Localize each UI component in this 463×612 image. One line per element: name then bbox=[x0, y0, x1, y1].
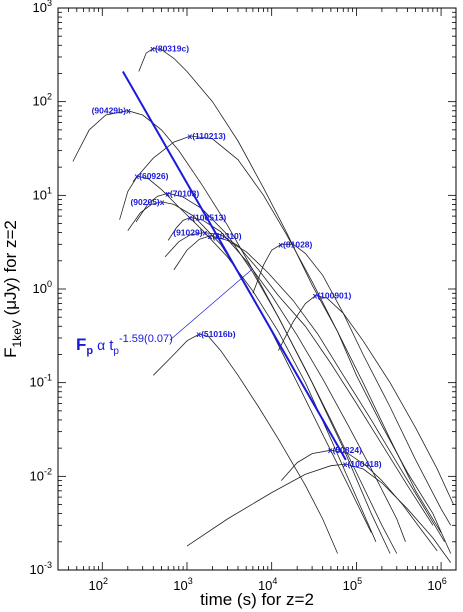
curve-110213 bbox=[132, 135, 442, 533]
label-110213: x(110213) bbox=[187, 131, 225, 141]
label-80319c: x(80319c) bbox=[150, 43, 189, 53]
y-axis-label: F1keV (μJy) for z=2 bbox=[1, 220, 24, 358]
label-90205: (90205)x bbox=[130, 197, 164, 207]
label-91029: (91029)x bbox=[173, 228, 207, 238]
label-90429b: (90429b)x bbox=[92, 106, 131, 116]
label-100418: x(100418) bbox=[343, 459, 382, 469]
x-tick-label: 103 bbox=[173, 576, 192, 593]
fit-line-group bbox=[122, 70, 347, 461]
label-100901: x(100901) bbox=[313, 291, 352, 301]
marker-91029: (91029)x bbox=[173, 228, 207, 238]
x-tick-label: 105 bbox=[343, 576, 362, 593]
label-81028: x(81028) bbox=[278, 239, 312, 249]
y-tick-label: 10-3 bbox=[30, 560, 52, 577]
x-axis-ticks: 102 103 104 105 106 bbox=[57, 8, 447, 593]
fit-label-f-sub: p bbox=[86, 345, 93, 357]
peak-markers: x(80319c) (90429b)x x(110213) x(60926) x(701… bbox=[92, 43, 382, 469]
label-60926: x(60926) bbox=[134, 171, 168, 181]
x-tick-label: 104 bbox=[258, 576, 277, 593]
y-tick-label: 101 bbox=[33, 185, 52, 202]
fit-label-t-sub: p bbox=[113, 346, 119, 357]
marker-81028: x(81028) bbox=[278, 239, 312, 249]
label-100513: x(100513) bbox=[187, 212, 226, 222]
label-70103: x(70103) bbox=[165, 188, 199, 198]
marker-70103: x(70103) bbox=[165, 188, 199, 198]
curve-51016b bbox=[153, 333, 338, 554]
fit-label: Fp α tp-1.59(0.07) bbox=[76, 333, 173, 357]
y-tick-label: 103 bbox=[33, 0, 52, 15]
curve-100901 bbox=[278, 295, 454, 505]
y-tick-label: 10-2 bbox=[30, 466, 52, 483]
curve-90205 bbox=[127, 201, 372, 533]
marker-110213: x(110213) bbox=[187, 131, 225, 141]
fit-label-f: F bbox=[76, 335, 86, 354]
y-tick-label: 10-1 bbox=[30, 373, 52, 390]
plot-frame bbox=[57, 7, 457, 571]
curve-100418 bbox=[186, 463, 452, 563]
y-axis-label-main: F bbox=[1, 347, 20, 357]
fit-line bbox=[122, 70, 347, 461]
curve-91029 bbox=[164, 232, 434, 526]
x-axis-label: time (s) for z=2 bbox=[200, 590, 314, 609]
marker-90205: (90205)x bbox=[130, 197, 164, 207]
y-axis-label-sub: 1keV bbox=[10, 320, 24, 347]
marker-100418: x(100418) bbox=[343, 459, 382, 469]
x-tick-label: 102 bbox=[89, 576, 108, 593]
y-axis-ticks: 10-3 10-2 10-1 100 101 102 103 bbox=[30, 0, 456, 577]
curve-50824 bbox=[281, 449, 438, 552]
curve-80319c bbox=[138, 47, 452, 554]
label-51016b: x(51016b) bbox=[196, 329, 235, 339]
y-axis-label-rest: (μJy) for z=2 bbox=[1, 220, 20, 320]
curve-81028 bbox=[252, 243, 452, 526]
marker-50824: x(50824) bbox=[328, 445, 362, 455]
fit-pointer-line bbox=[169, 268, 254, 341]
marker-100513: x(100513) bbox=[187, 212, 226, 222]
curve-80310 bbox=[173, 235, 445, 543]
marker-80319c: x(80319c) bbox=[150, 43, 189, 53]
fit-label-alpha: α bbox=[97, 337, 105, 353]
marker-60926: x(60926) bbox=[134, 171, 168, 181]
marker-90429b: (90429b)x bbox=[92, 106, 131, 116]
marker-51016b: x(51016b) bbox=[196, 329, 235, 339]
curve-60926 bbox=[119, 175, 377, 542]
y-tick-label: 100 bbox=[33, 279, 52, 296]
marker-100901: x(100901) bbox=[313, 291, 352, 301]
y-tick-label: 102 bbox=[33, 92, 52, 109]
label-50824: x(50824) bbox=[328, 445, 362, 455]
curve-100513 bbox=[167, 217, 406, 542]
x-tick-label: 106 bbox=[427, 576, 446, 593]
fit-label-exponent: -1.59(0.07) bbox=[119, 333, 173, 345]
curve-90429b bbox=[72, 110, 391, 554]
light-curves bbox=[72, 47, 454, 563]
fit-label-t: t bbox=[109, 337, 114, 354]
label-80310: x(80310) bbox=[208, 231, 242, 241]
marker-80310: x(80310) bbox=[208, 231, 242, 241]
